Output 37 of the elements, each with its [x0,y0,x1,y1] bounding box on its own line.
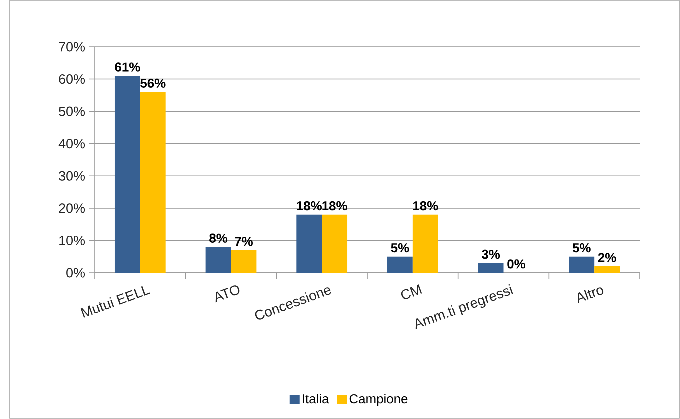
y-tick-label: 60% [59,74,85,84]
y-tick-label: 40% [58,139,85,149]
data-label: 18% [413,202,438,211]
y-tick-label: 70% [59,42,85,52]
y-tick-label: 50% [59,106,85,116]
bar [322,214,348,273]
data-label: 0% [508,260,526,269]
data-label: 7% [235,237,253,246]
y-tick-label: 0% [66,268,86,278]
data-label: 3% [482,250,500,260]
bar [594,266,620,273]
data-label: 56% [140,78,166,88]
bar [412,214,438,273]
data-label: 8% [210,234,228,243]
y-tick-label: 30% [59,171,85,181]
data-label: 18% [322,202,348,211]
bar [140,92,166,273]
y-tick-label: 20% [59,204,85,214]
bar [478,263,504,273]
bar [206,247,232,273]
bar [569,256,595,273]
bar [387,256,413,273]
x-tick-label: Altro [578,288,604,304]
legend-label: Italia [303,394,330,404]
data-label: 18% [297,202,322,211]
x-tick-label: Mutui EELL [80,286,150,318]
data-label: 2% [598,253,616,262]
legend-label: Campione [350,394,408,406]
bar [296,214,322,273]
data-label: 61% [115,62,140,72]
x-tick-label: CM [401,284,422,300]
data-label: 5% [572,244,591,253]
bar [231,250,257,273]
bar [114,76,140,273]
data-label: 5% [391,244,410,253]
x-tick-label: ATO [216,286,240,303]
y-tick-label: 10% [60,236,85,246]
